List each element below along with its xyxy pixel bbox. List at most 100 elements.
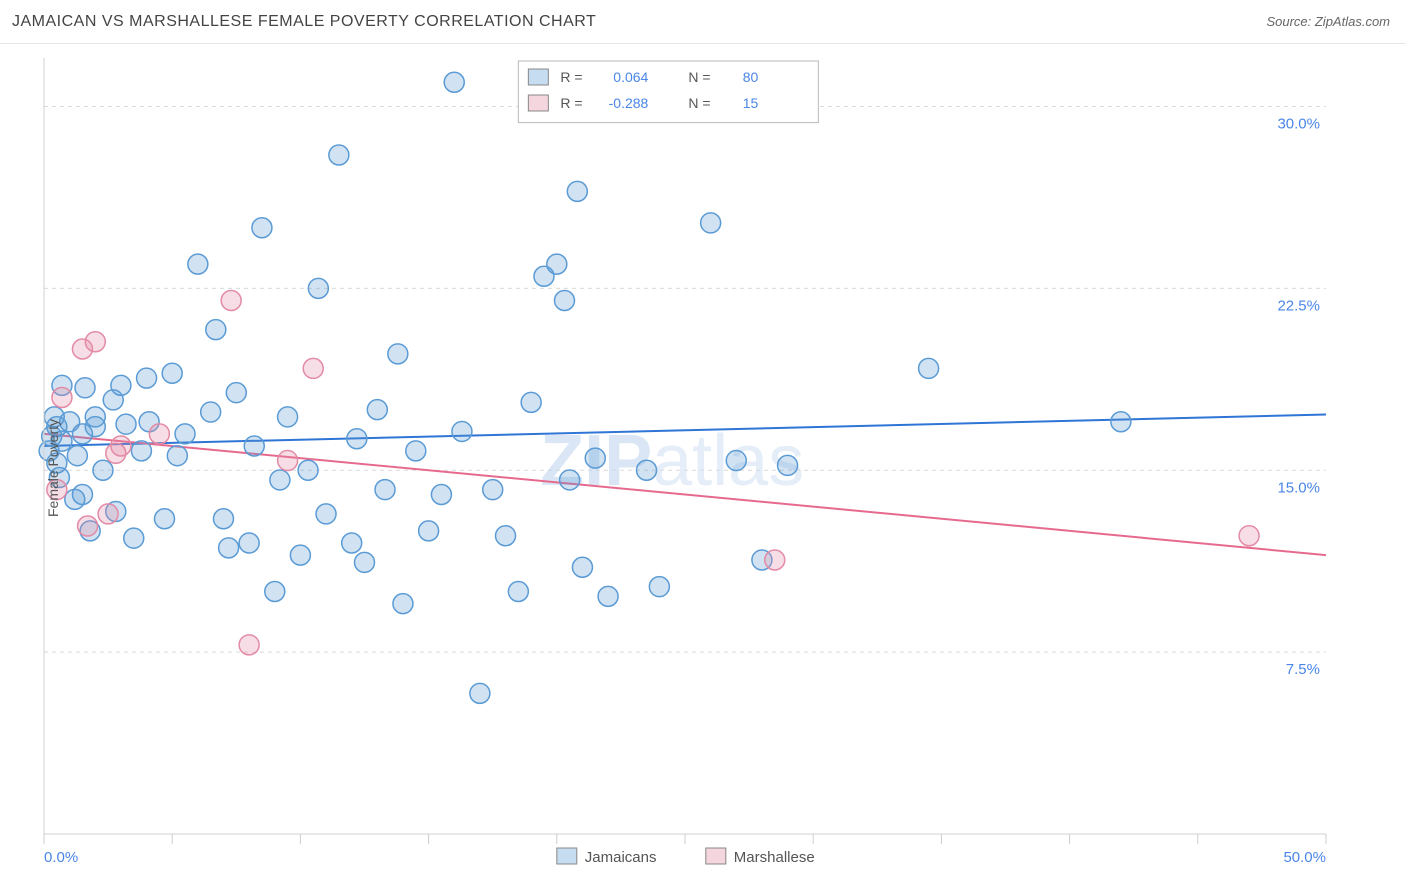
footer-legend-swatch	[706, 848, 726, 864]
jamaicans-point	[444, 72, 464, 92]
jamaicans-point	[124, 528, 144, 548]
marshallese-point	[239, 635, 259, 655]
legend-r-label: R =	[560, 95, 582, 111]
legend-n-label: N =	[688, 95, 710, 111]
legend-n-value: 80	[743, 69, 759, 85]
jamaicans-point	[406, 441, 426, 461]
jamaicans-point	[470, 683, 490, 703]
jamaicans-point	[375, 480, 395, 500]
jamaicans-point	[483, 480, 503, 500]
jamaicans-point	[316, 504, 336, 524]
marshallese-point	[52, 388, 72, 408]
jamaicans-point	[219, 538, 239, 558]
jamaicans-point	[919, 358, 939, 378]
jamaicans-point	[521, 392, 541, 412]
chart-title: JAMAICAN VS MARSHALLESE FEMALE POVERTY C…	[12, 13, 596, 31]
footer-legend-label: Marshallese	[734, 849, 815, 866]
jamaicans-point	[244, 436, 264, 456]
y-tick-label: 15.0%	[1277, 479, 1320, 496]
jamaicans-point	[567, 181, 587, 201]
chart-header: JAMAICAN VS MARSHALLESE FEMALE POVERTY C…	[0, 0, 1406, 44]
jamaicans-point	[167, 446, 187, 466]
jamaicans-point	[206, 320, 226, 340]
jamaicans-point	[137, 368, 157, 388]
jamaicans-point	[75, 378, 95, 398]
jamaicans-point	[393, 594, 413, 614]
jamaicans-point	[419, 521, 439, 541]
legend-swatch	[528, 69, 548, 85]
jamaicans-point	[637, 460, 657, 480]
jamaicans-point	[131, 441, 151, 461]
footer-legend-swatch	[557, 848, 577, 864]
legend-r-value: 0.064	[613, 69, 648, 85]
jamaicans-point	[547, 254, 567, 274]
jamaicans-point	[72, 485, 92, 505]
chart-source: Source: ZipAtlas.com	[1266, 14, 1390, 29]
jamaicans-point	[175, 424, 195, 444]
jamaicans-point	[201, 402, 221, 422]
legend-swatch	[528, 95, 548, 111]
jamaicans-point	[1111, 412, 1131, 432]
jamaicans-point	[265, 582, 285, 602]
jamaicans-point	[554, 291, 574, 311]
jamaicans-point	[162, 363, 182, 383]
jamaicans-point	[270, 470, 290, 490]
jamaicans-point	[701, 213, 721, 233]
jamaicans-point	[726, 451, 746, 471]
legend-n-value: 15	[743, 95, 759, 111]
marshallese-point	[1239, 526, 1259, 546]
legend-r-value: -0.288	[609, 95, 649, 111]
jamaicans-point	[367, 400, 387, 420]
marshallese-point	[765, 550, 785, 570]
jamaicans-point	[85, 407, 105, 427]
jamaicans-point	[572, 557, 592, 577]
jamaicans-point	[598, 586, 618, 606]
chart-area: Female Poverty ZIPatlas0.0%50.0%7.5%15.0…	[0, 44, 1406, 892]
y-tick-label: 30.0%	[1277, 116, 1320, 133]
marshallese-point	[85, 332, 105, 352]
jamaicans-point	[778, 455, 798, 475]
scatter-chart: ZIPatlas0.0%50.0%7.5%15.0%22.5%30.0%R =0…	[0, 44, 1406, 892]
jamaicans-point	[213, 509, 233, 529]
jamaicans-point	[111, 375, 131, 395]
jamaicans-point	[252, 218, 272, 238]
marshallese-point	[221, 291, 241, 311]
jamaicans-point	[239, 533, 259, 553]
jamaicans-point	[226, 383, 246, 403]
y-tick-label: 7.5%	[1286, 661, 1320, 678]
jamaicans-point	[116, 414, 136, 434]
legend-r-label: R =	[560, 69, 582, 85]
marshallese-point	[303, 358, 323, 378]
marshallese-point	[98, 504, 118, 524]
jamaicans-point	[155, 509, 175, 529]
jamaicans-point	[508, 582, 528, 602]
jamaicans-point	[308, 278, 328, 298]
jamaicans-point	[388, 344, 408, 364]
x-tick-label: 50.0%	[1283, 849, 1326, 866]
y-tick-label: 22.5%	[1277, 297, 1320, 314]
jamaicans-point	[342, 533, 362, 553]
jamaicans-point	[452, 421, 472, 441]
y-axis-label: Female Poverty	[45, 419, 61, 517]
marshallese-point	[111, 436, 131, 456]
marshallese-point	[278, 451, 298, 471]
jamaicans-point	[347, 429, 367, 449]
legend-n-label: N =	[688, 69, 710, 85]
jamaicans-point	[585, 448, 605, 468]
jamaicans-point	[290, 545, 310, 565]
jamaicans-point	[355, 552, 375, 572]
jamaicans-point	[93, 460, 113, 480]
jamaicans-point	[431, 485, 451, 505]
jamaicans-point	[298, 460, 318, 480]
x-tick-label: 0.0%	[44, 849, 78, 866]
jamaicans-point	[188, 254, 208, 274]
marshallese-point	[149, 424, 169, 444]
jamaicans-point	[278, 407, 298, 427]
jamaicans-point	[329, 145, 349, 165]
footer-legend-label: Jamaicans	[585, 849, 657, 866]
jamaicans-point	[649, 577, 669, 597]
jamaicans-point	[67, 446, 87, 466]
jamaicans-point	[496, 526, 516, 546]
marshallese-point	[78, 516, 98, 536]
jamaicans-point	[560, 470, 580, 490]
